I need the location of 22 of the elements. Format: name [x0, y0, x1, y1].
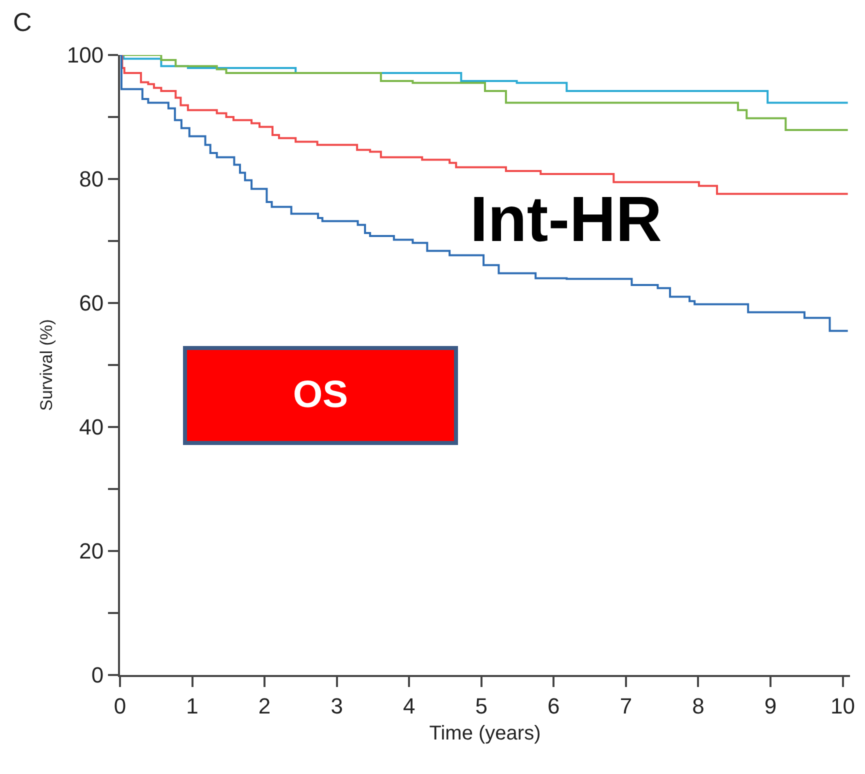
x-tick-label: 10	[830, 693, 856, 718]
y-tick-label: 60	[79, 290, 104, 316]
x-tick-label: 1	[186, 693, 198, 718]
x-tick-label: 0	[114, 693, 126, 718]
label-box: OS	[183, 346, 458, 445]
y-tick-label: 0	[91, 662, 104, 688]
x-tick-label: 3	[330, 693, 343, 718]
annotation: Int-HR	[470, 183, 662, 255]
x-axis-title: Time (years)	[429, 722, 541, 744]
x-tick-label: 6	[548, 693, 560, 718]
y-axis-title: Survival (%)	[36, 319, 56, 411]
y-tick-label: 40	[79, 414, 104, 440]
y-tick-label: 80	[79, 166, 104, 192]
text: C	[13, 7, 32, 37]
x-tick-label: 4	[402, 693, 416, 718]
x-tick-label: 7	[620, 693, 632, 718]
x-tick-label: 9	[764, 693, 777, 718]
y-tick-label: 20	[79, 538, 104, 564]
y-tick-label: 100	[66, 42, 104, 68]
x-tick-label: 8	[692, 693, 704, 718]
x-tick-label: 2	[258, 693, 271, 718]
x-tick-label: 5	[475, 693, 488, 718]
